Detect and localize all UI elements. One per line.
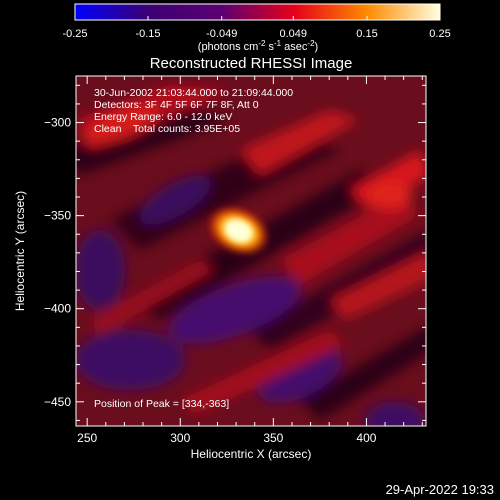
colorbar-tick-label: -0.049 bbox=[206, 28, 237, 40]
colorbar-bar bbox=[74, 3, 441, 21]
x-tick-label: 300 bbox=[170, 431, 190, 445]
annotation-detectors: Detectors: 3F 4F 5F 6F 7F 8F, Att 0 bbox=[94, 99, 259, 111]
x-tick-label: 350 bbox=[263, 431, 283, 445]
timestamp: 29-Apr-2022 19:33 bbox=[386, 482, 494, 497]
colorbar-unit-label: (photons cm-2 s-1 asec-2) bbox=[198, 39, 318, 53]
y-axis-label: Heliocentric Y (arcsec) bbox=[13, 191, 27, 311]
annotation-clean-counts: Clean Total counts: 3.95E+05 bbox=[94, 123, 240, 135]
annotations: 30-Jun-2002 21:03:44.000 to 21:09:44.000… bbox=[94, 87, 293, 410]
chart-title: Reconstructed RHESSI Image bbox=[150, 55, 353, 72]
colorbar-tick-label: 0.25 bbox=[429, 28, 450, 40]
y-tick-label: −450 bbox=[44, 395, 71, 409]
y-tick-label: −350 bbox=[44, 209, 71, 223]
heatmap-image bbox=[76, 76, 426, 426]
colorbar-tick-label: -0.25 bbox=[62, 28, 87, 40]
x-tick-label: 400 bbox=[356, 431, 376, 445]
y-axis: −300 −350 −400 −450 bbox=[44, 84, 426, 421]
y-tick-label: −400 bbox=[44, 302, 71, 316]
colorbar-tick-label: 0.049 bbox=[280, 28, 308, 40]
annotation-energy-range: Energy Range: 6.0 - 12.0 keV bbox=[94, 111, 232, 123]
annotation-time-range: 30-Jun-2002 21:03:44.000 to 21:09:44.000 bbox=[94, 87, 293, 99]
x-axis-label: Heliocentric X (arcsec) bbox=[191, 447, 312, 461]
peak-source bbox=[206, 204, 271, 257]
colorbar-tick-label: 0.15 bbox=[356, 28, 377, 40]
y-tick-label: −300 bbox=[44, 116, 71, 130]
colorbar-tick-label: -0.15 bbox=[135, 28, 160, 40]
plot-frame bbox=[75, 75, 427, 427]
colorbar: -0.25 -0.15 -0.049 0.049 0.15 0.25 (photons c… bbox=[62, 3, 451, 53]
peak-position-label: Position of Peak = [334,-363] bbox=[94, 398, 229, 410]
x-axis: 250 300 350 400 bbox=[77, 76, 423, 445]
colorbar-ticks: -0.25 -0.15 -0.049 0.049 0.15 0.25 bbox=[62, 16, 451, 40]
x-tick-label: 250 bbox=[77, 431, 97, 445]
peak-core bbox=[225, 220, 252, 242]
